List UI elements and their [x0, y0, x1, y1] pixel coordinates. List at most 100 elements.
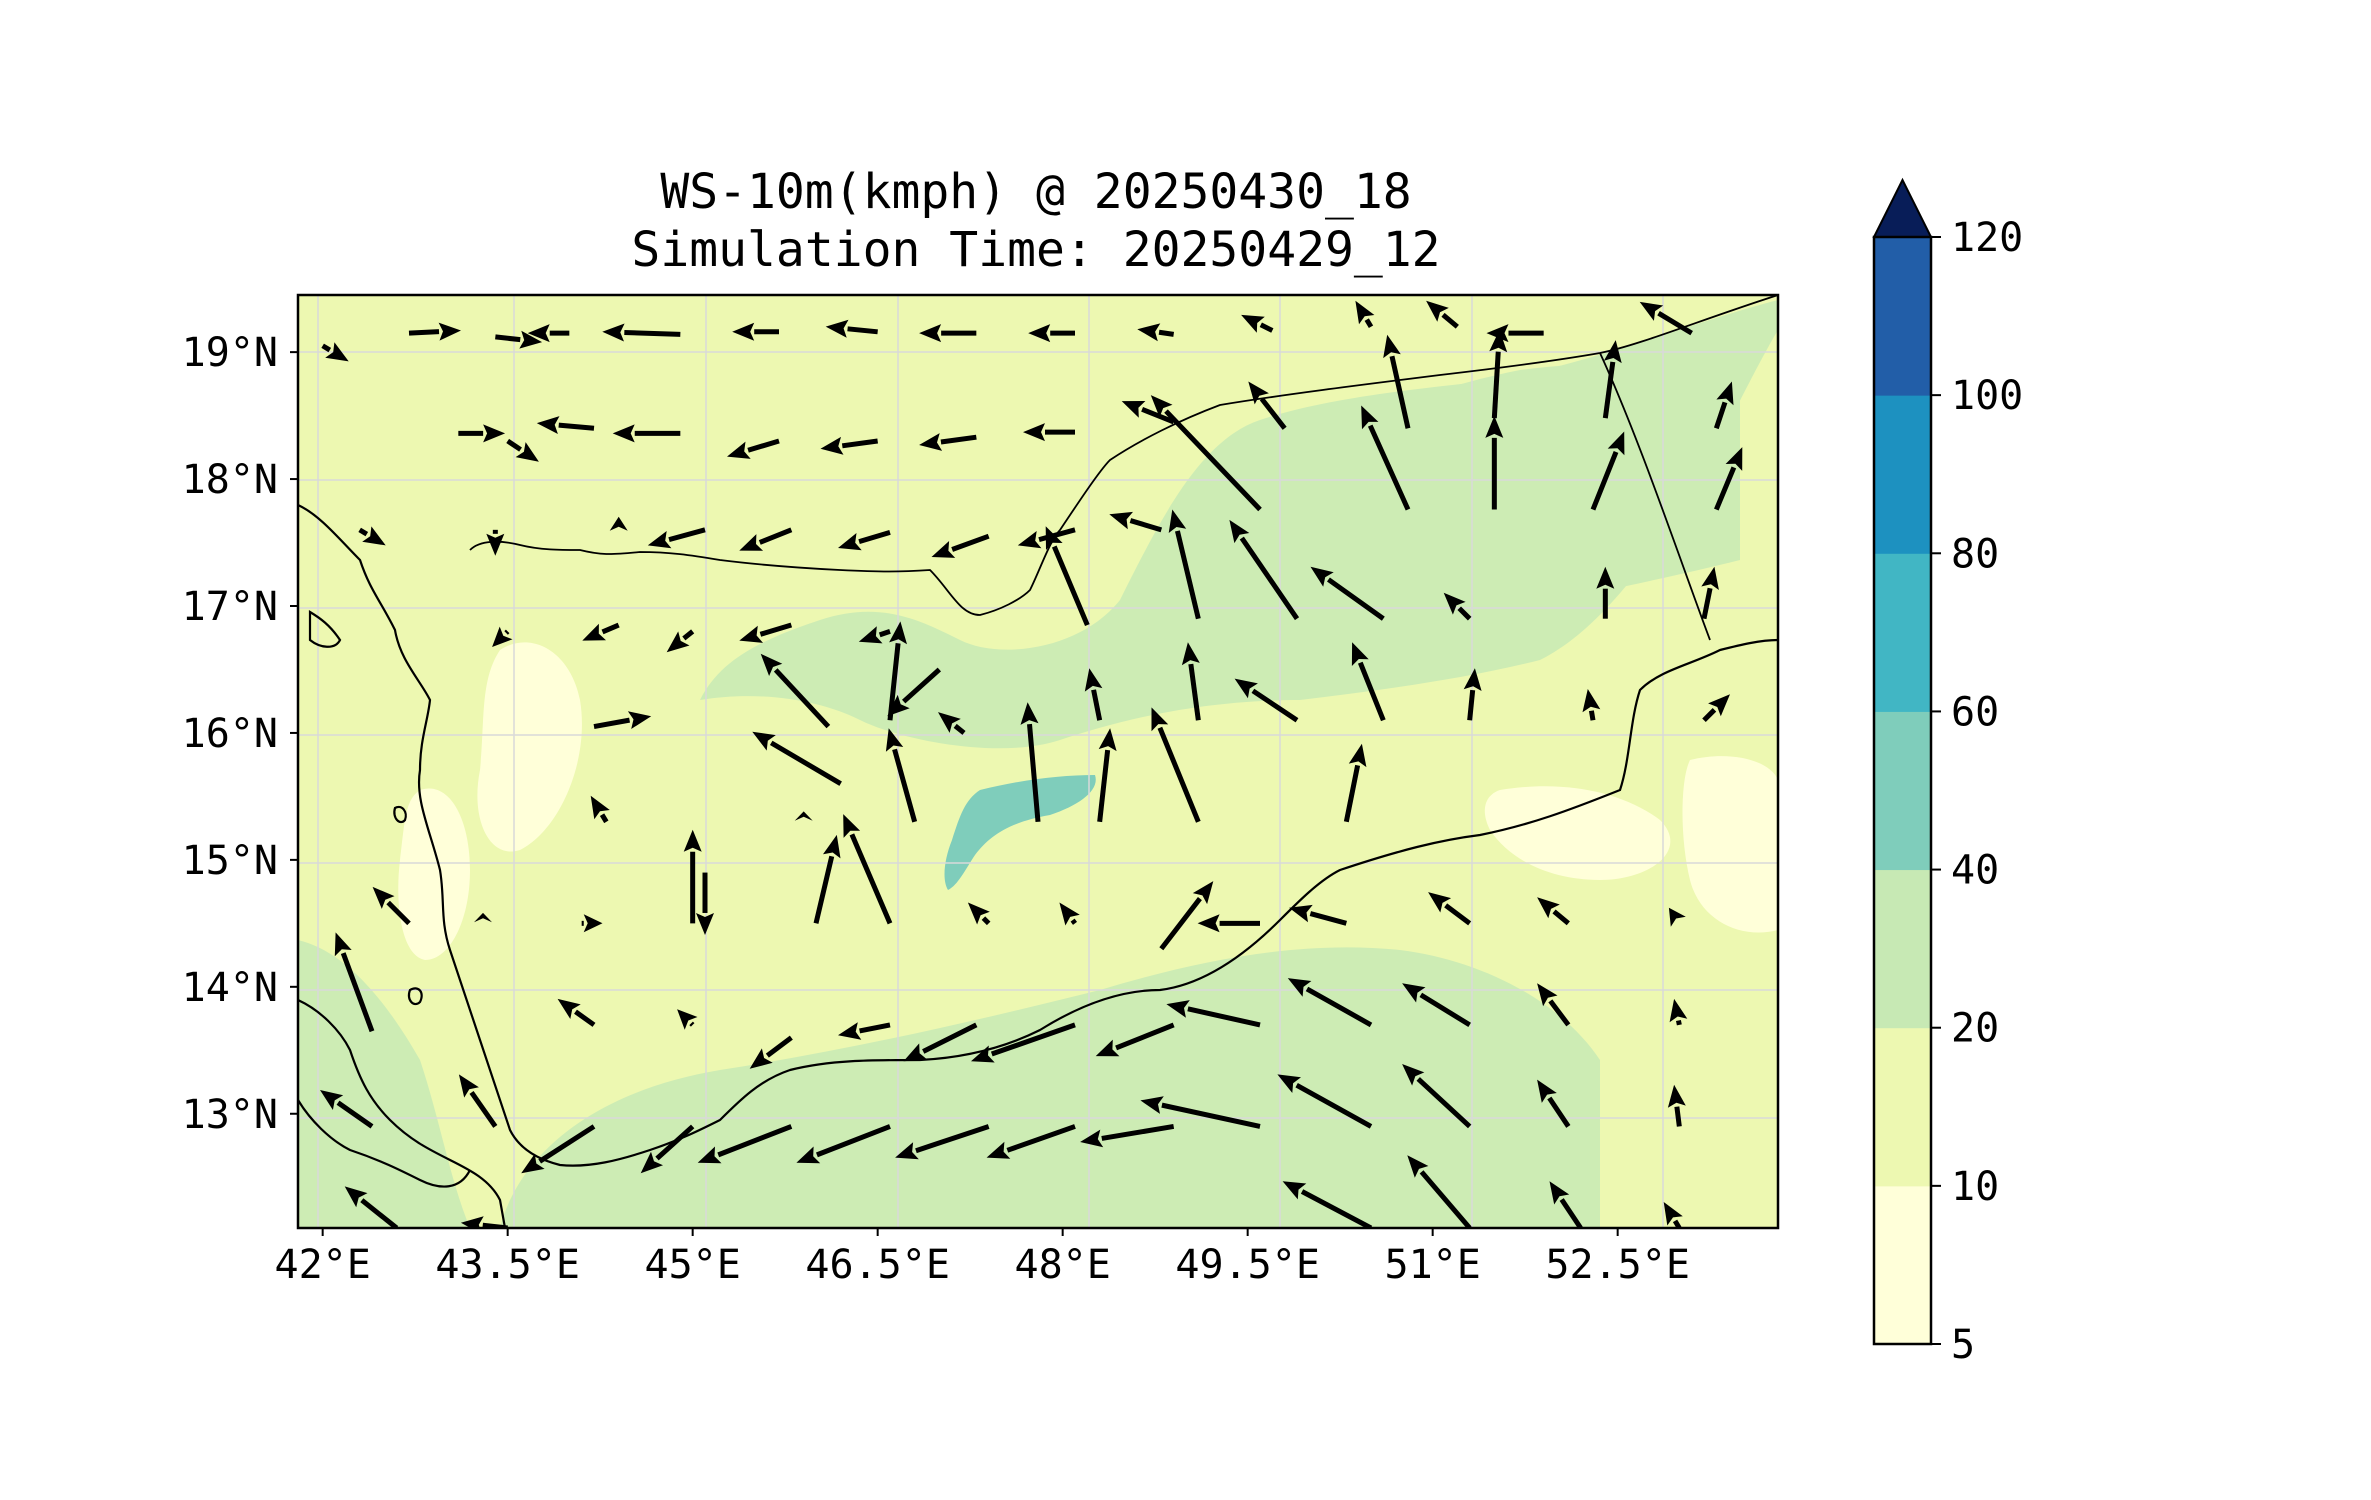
wind-arrow [1343, 743, 1367, 823]
wind-arrow [1383, 334, 1411, 429]
wind-arrow [820, 436, 879, 455]
wind-arrow [609, 516, 628, 531]
map-frame [296, 293, 1780, 1230]
wind-arrow [1443, 592, 1472, 621]
island-hanish [407, 987, 423, 1006]
wind-arrow [486, 529, 505, 556]
contour-calm-patch-3 [1484, 786, 1671, 880]
wind-arrow [527, 324, 570, 343]
wind-arrow [1150, 395, 1262, 512]
y-tick-label: 13°N [182, 1092, 278, 1138]
wind-arrow [1489, 329, 1508, 419]
wind-arrow [1229, 519, 1300, 621]
wind-arrow [1667, 1084, 1686, 1127]
map-title-line2: Simulation Time: 20250429_12 [631, 222, 1440, 278]
wind-arrow [1023, 423, 1075, 442]
wind-arrow [1140, 1096, 1261, 1129]
wind-arrow [938, 712, 966, 735]
wind-arrow [1669, 998, 1688, 1026]
x-tick-label: 43.5°E [435, 1242, 580, 1288]
wind-arrow [1166, 1000, 1261, 1028]
wind-arrow [1282, 1181, 1373, 1228]
wind-arrow [1084, 668, 1103, 721]
colorbar-frame [1872, 235, 1933, 1346]
wind-arrow [1181, 642, 1201, 721]
wind-arrow [677, 1009, 698, 1030]
wind-arrow [1549, 1181, 1583, 1228]
contour-calm-patch-2 [398, 788, 470, 960]
wind-arrow [1097, 728, 1117, 823]
colorbar-tick-label: 60 [1951, 689, 1999, 735]
colorbar-band [1874, 711, 1931, 871]
wind-arrow [1234, 678, 1299, 723]
wind-arrow [1248, 381, 1287, 430]
map-plot-area [296, 293, 1780, 1230]
map-title-line1: WS-10m(kmph) @ 20250430_18 [660, 164, 1411, 220]
wind-arrow [1361, 405, 1411, 511]
wind-arrow [1287, 978, 1373, 1028]
x-tick-label: 51°E [1385, 1242, 1481, 1288]
wind-arrow [986, 1124, 1076, 1159]
wind-arrow [1289, 904, 1347, 926]
colorbar-tick-label: 120 [1951, 215, 2023, 261]
wind-arrow [727, 438, 780, 459]
wind-arrow [1168, 509, 1201, 620]
colorbar-band [1874, 237, 1931, 396]
wind-arrow [1137, 323, 1175, 342]
graticule-grid [298, 295, 1778, 1228]
island-kamaran-2 [393, 805, 407, 824]
wind-arrow [1596, 566, 1615, 619]
wind-arrow [1426, 300, 1459, 329]
wind-arrow [1537, 1079, 1571, 1128]
wind-arrow [506, 438, 539, 462]
wind-arrow [895, 1124, 990, 1160]
red-sea-east-coastline [298, 503, 1778, 1167]
wind-arrow [1713, 381, 1734, 430]
yemen-saudi-border [469, 295, 1778, 616]
wind-arrow [1045, 526, 1090, 627]
x-tick-label: 42°E [275, 1242, 371, 1288]
wind-arrow [813, 834, 841, 924]
wind-arrow [838, 1022, 891, 1040]
wind-arrow [1537, 897, 1570, 926]
y-tick-label: 15°N [182, 838, 278, 884]
x-tick-label: 52.5°E [1545, 1242, 1690, 1288]
wind-arrow [334, 932, 375, 1033]
wind-arrow [919, 433, 977, 451]
wind-arrow [458, 424, 506, 443]
colorbar-band [1874, 553, 1931, 712]
y-tick-label: 19°N [182, 330, 278, 376]
colorbar-tick-label: 40 [1951, 848, 1999, 894]
west-coast-africa [298, 998, 507, 1228]
wind-arrow [1486, 324, 1544, 343]
island-kamaran [308, 610, 342, 648]
wind-arrow [602, 323, 681, 342]
wind-arrow [1701, 566, 1719, 620]
wind-arrow [1095, 1022, 1175, 1057]
contour-calm-patch-4 [1682, 756, 1778, 933]
wind-arrow [796, 1124, 891, 1164]
wind-arrow [408, 322, 461, 341]
wind-speed-contours [298, 300, 1778, 1228]
wind-arrow [492, 626, 513, 647]
wind-arrow [739, 622, 793, 643]
colorbar-tick-label: 80 [1951, 531, 1999, 577]
x-axis-longitude: 42°E 43.5°E 45°E 46.5°E 48°E 49.5°E 51°E 52.5°E [275, 1228, 1690, 1288]
wind-arrow [1702, 694, 1730, 723]
colorbar-band [1874, 395, 1931, 554]
wind-arrow [697, 1124, 793, 1164]
wind-arrow [590, 795, 610, 824]
wind-arrow [1639, 301, 1693, 336]
wind-arrow [640, 1124, 695, 1174]
contour-moderate-south [500, 947, 1600, 1228]
wind-arrow [749, 1035, 793, 1069]
wind-arrow [1485, 415, 1504, 510]
wind-arrow [1151, 707, 1201, 823]
x-tick-label: 49.5°E [1175, 1242, 1320, 1288]
colorbar-band [1874, 1185, 1931, 1345]
colorbar-tick-label: 5 [1951, 1322, 1975, 1368]
wind-vectors [320, 300, 1743, 1228]
wind-arrow [1197, 914, 1260, 933]
colorbar-extend-triangle [1872, 177, 1933, 238]
